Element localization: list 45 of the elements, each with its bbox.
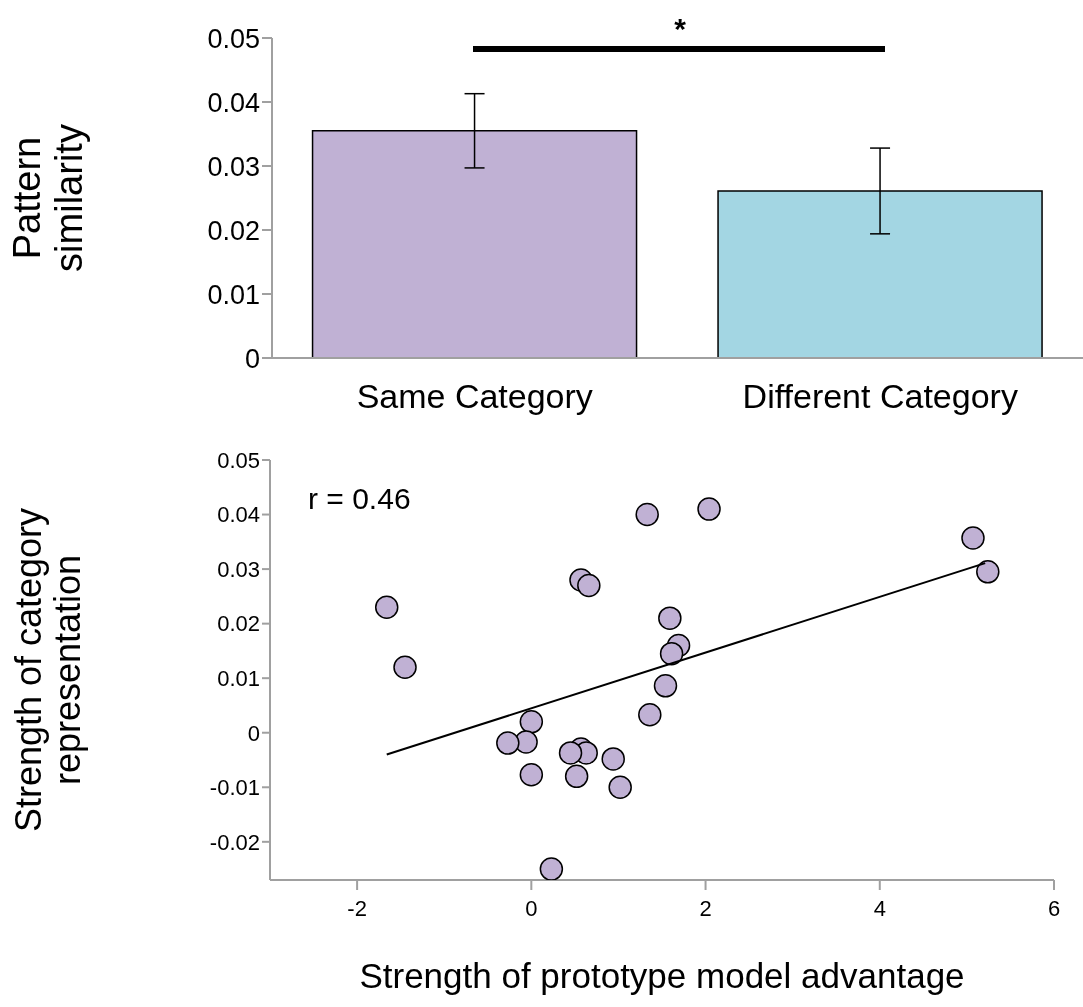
point — [601, 747, 625, 771]
point — [976, 560, 1000, 584]
y-tick-label: -0.01 — [209, 775, 260, 801]
point — [658, 606, 682, 630]
y-tick-label: 0 — [247, 720, 260, 746]
y-tick-label: 0.01 — [207, 279, 260, 310]
y-tick-label: -0.02 — [209, 829, 260, 855]
point — [519, 762, 544, 787]
point — [961, 526, 985, 550]
y-tick-label: 0 — [244, 343, 260, 374]
point — [697, 497, 721, 521]
x-tick-label: 6 — [1047, 895, 1061, 921]
y-tick-label: 0.01 — [217, 665, 260, 691]
point — [653, 674, 678, 698]
y-tick-label: 0.03 — [207, 151, 260, 182]
x-tick-label: 4 — [873, 895, 886, 921]
x-tick-label: 0 — [525, 895, 538, 921]
x-tick-label: Different Category — [742, 377, 1018, 416]
x-tick-label: Same Category — [356, 377, 593, 416]
y-tick-label: 0.05 — [217, 447, 260, 473]
point — [638, 702, 662, 727]
y-tick-label: 0.05 — [207, 23, 260, 54]
y-axis-title: Pattern similarity — [6, 124, 91, 272]
point — [519, 710, 544, 734]
point — [496, 731, 520, 755]
point — [393, 655, 417, 680]
y-tick-label: 0.04 — [207, 87, 260, 118]
x-axis-title: Strength of prototype model advantage — [359, 956, 965, 995]
y-tick-label: 0.04 — [217, 502, 260, 528]
point — [558, 741, 583, 765]
y-tick-label: 0.03 — [217, 556, 260, 582]
point — [539, 857, 564, 880]
annotation: r = 0.46 — [308, 482, 411, 516]
y-axis-title: Strength of category representation — [7, 507, 89, 833]
x-tick-label: -2 — [347, 895, 367, 921]
annotation: * — [673, 12, 687, 46]
point — [577, 573, 601, 598]
x-tick-label: 2 — [699, 895, 712, 921]
point — [608, 775, 632, 800]
y-tick-label: 0.02 — [217, 611, 260, 637]
point — [635, 502, 659, 527]
point — [659, 641, 684, 666]
y-tick-label: 0.02 — [207, 215, 260, 246]
point — [564, 764, 589, 789]
point — [374, 595, 399, 620]
